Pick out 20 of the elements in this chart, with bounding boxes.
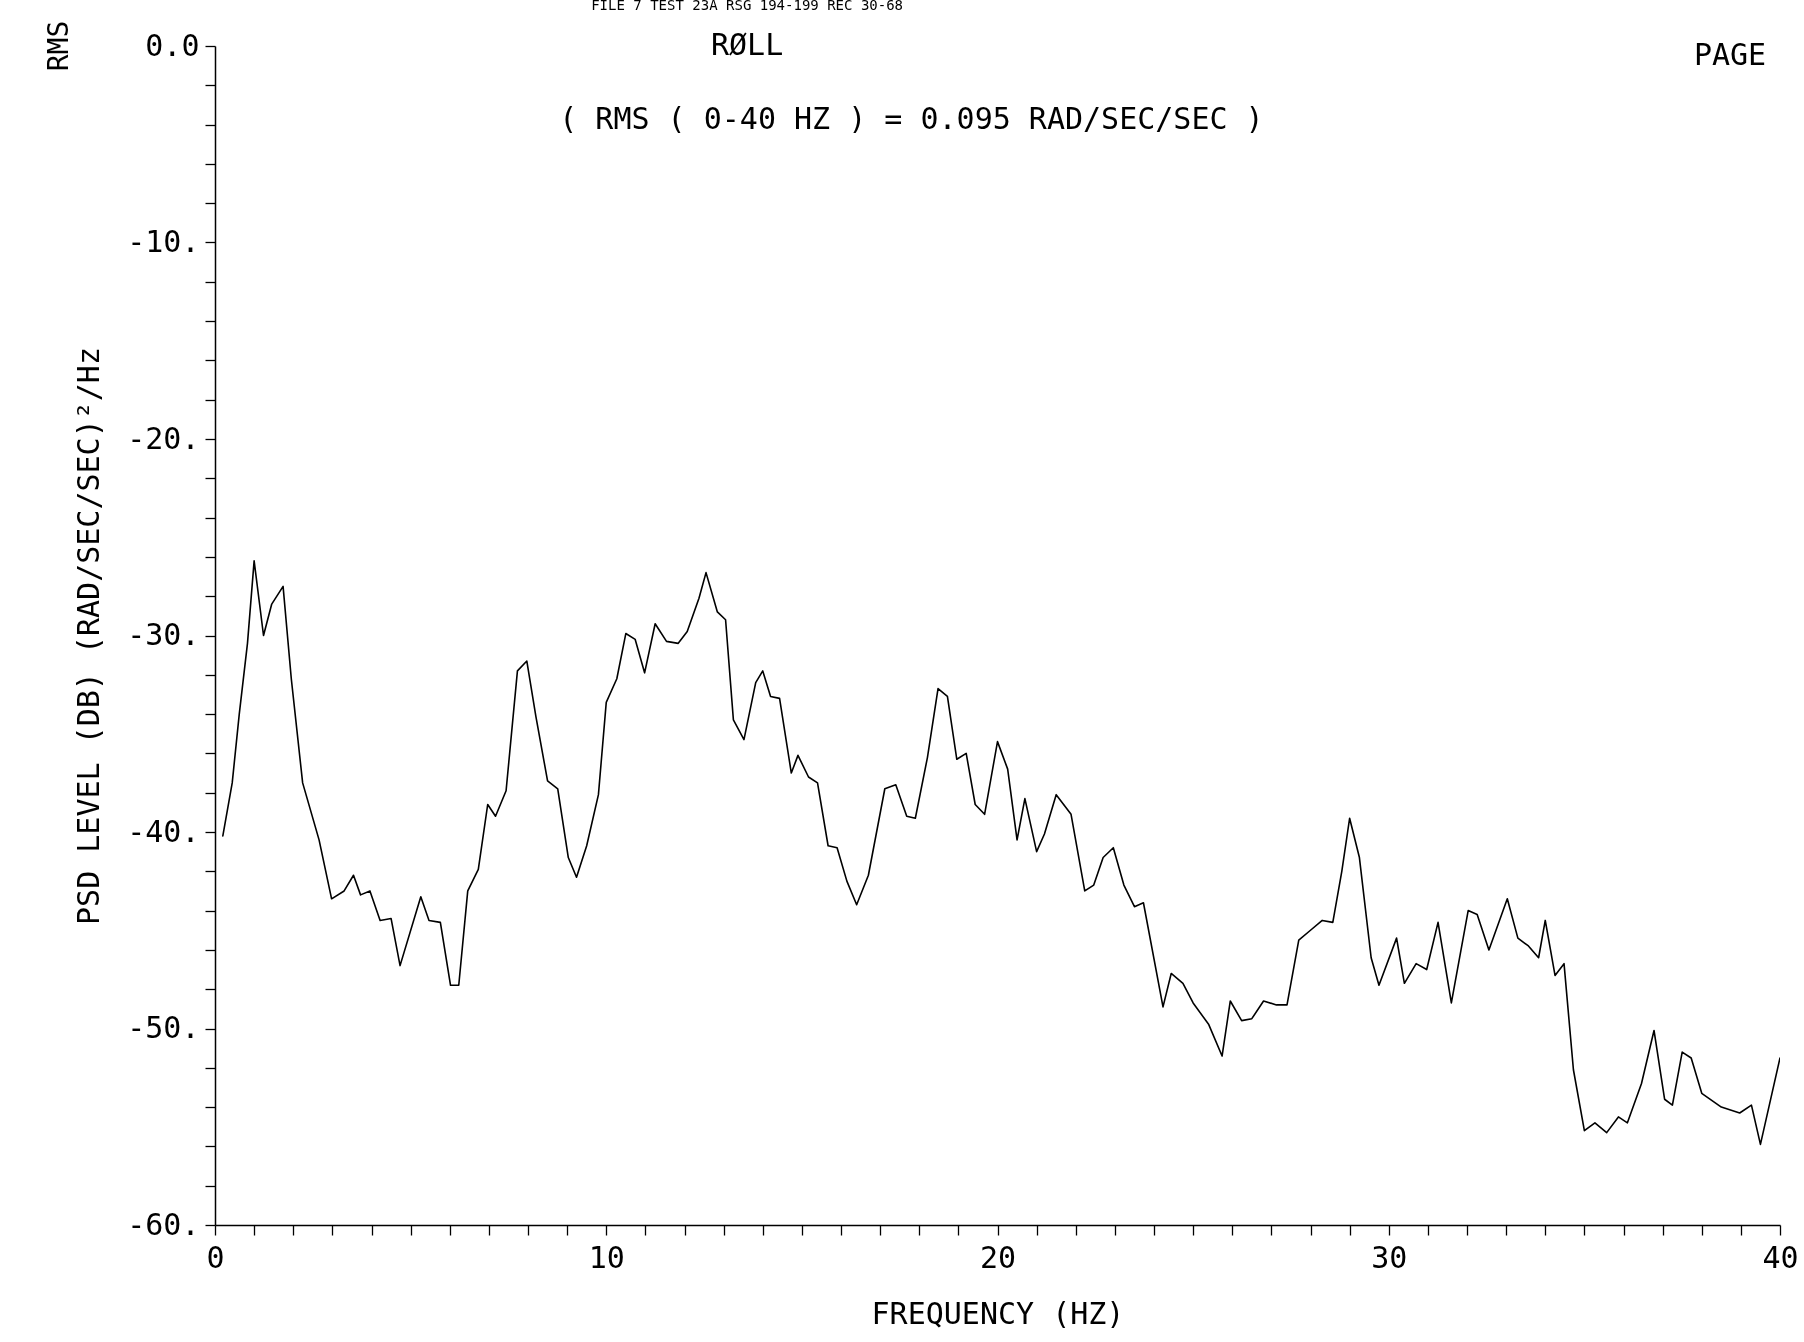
y-axis-title: PSD LEVEL (DB) (RAD/SEC/SEC)²/Hz (71, 347, 107, 925)
x-tick-label: 30 (1371, 1239, 1408, 1275)
text: ( RMS ( 0-40 HZ ) = 0.095 RAD/SEC/SEC ) (559, 101, 1264, 136)
x-tick-label: 10 (588, 1239, 625, 1275)
x-tick-label: 0 (206, 1239, 225, 1275)
y-tick-label: 0.0 (145, 27, 200, 63)
x-axis-title: FREQUENCY (HZ) (871, 1295, 1125, 1331)
y-tick-label: -50. (127, 1010, 200, 1045)
y-tick-label: -40. (127, 813, 200, 849)
x-tick-label: 20 (979, 1239, 1017, 1275)
x-tick-label: 40 (1762, 1239, 1799, 1275)
text: RMS (42, 20, 75, 72)
text: FILE 7 TEST 23A RSG 194-199 REC 30-68 (591, 0, 904, 13)
y-tick-label: -20. (127, 420, 200, 456)
annotation: PAGE (1693, 37, 1767, 72)
chart-title: RØLL (710, 27, 784, 62)
y-tick-label: -10. (127, 224, 200, 259)
y-tick-label: -30. (127, 617, 200, 652)
line-series (222, 560, 1780, 1146)
y-tick-label: -60. (127, 1206, 200, 1242)
